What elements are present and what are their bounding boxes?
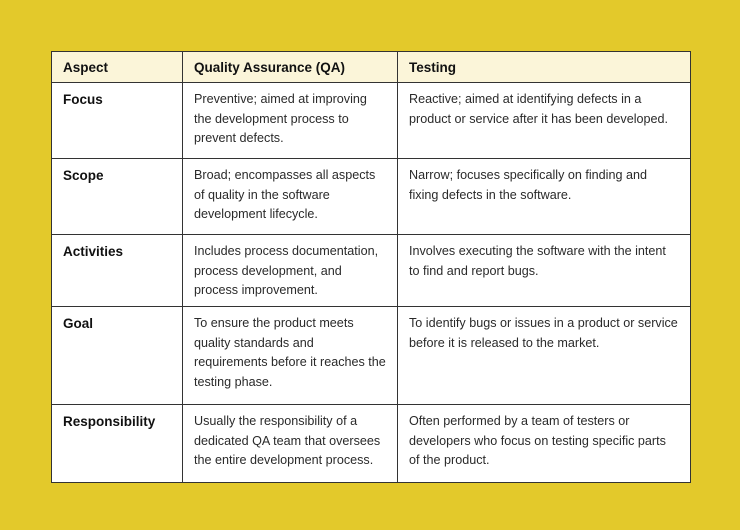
- header-aspect: Aspect: [51, 51, 183, 83]
- table-row: Responsibility Usually the responsibilit…: [51, 404, 691, 483]
- row-qa: To ensure the product meets quality stan…: [182, 306, 398, 405]
- row-aspect: Goal: [51, 306, 183, 405]
- table-row: Scope Broad; encompasses all aspects of …: [51, 158, 691, 235]
- table-row: Goal To ensure the product meets quality…: [51, 306, 691, 405]
- header-row: Aspect Quality Assurance (QA) Testing: [51, 51, 691, 83]
- row-qa: Preventive; aimed at improving the devel…: [182, 82, 398, 159]
- row-aspect: Focus: [51, 82, 183, 159]
- table-row: Activities Includes process documentatio…: [51, 234, 691, 307]
- row-testing: To identify bugs or issues in a product …: [397, 306, 691, 405]
- row-testing: Often performed by a team of testers or …: [397, 404, 691, 483]
- header-qa: Quality Assurance (QA): [182, 51, 398, 83]
- row-qa: Usually the responsibility of a dedicate…: [182, 404, 398, 483]
- row-qa: Includes process documentation, process …: [182, 234, 398, 307]
- row-aspect: Scope: [51, 158, 183, 235]
- row-aspect: Responsibility: [51, 404, 183, 483]
- table-row: Focus Preventive; aimed at improving the…: [51, 82, 691, 159]
- row-qa: Broad; encompasses all aspects of qualit…: [182, 158, 398, 235]
- row-testing: Narrow; focuses specifically on finding …: [397, 158, 691, 235]
- qa-vs-testing-table: Aspect Quality Assurance (QA) Testing Fo…: [51, 51, 691, 483]
- header-testing: Testing: [397, 51, 691, 83]
- row-aspect: Activities: [51, 234, 183, 307]
- row-testing: Reactive; aimed at identifying defects i…: [397, 82, 691, 159]
- row-testing: Involves executing the software with the…: [397, 234, 691, 307]
